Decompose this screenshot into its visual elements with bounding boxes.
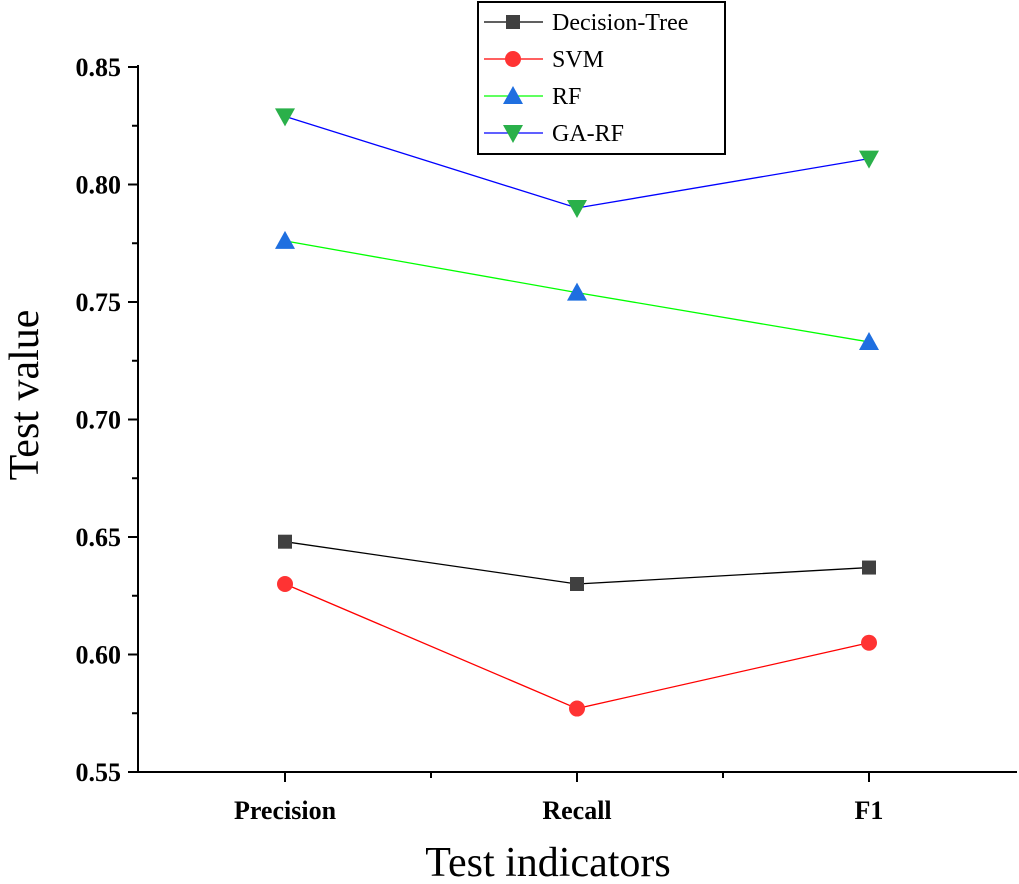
legend-label-decision-tree: Decision-Tree	[552, 10, 688, 36]
legend-marker-decision-tree	[506, 15, 520, 29]
data-point-decision-tree	[278, 534, 292, 549]
data-point-rf	[859, 331, 879, 350]
x-tick-label: Recall	[542, 796, 611, 825]
data-point-rf	[567, 282, 587, 301]
legend-label-ga-rf: GA-RF	[552, 121, 624, 147]
legend-label-rf: RF	[552, 84, 581, 110]
legend-marker-rf	[503, 86, 523, 104]
x-axis-title: Test indicators	[425, 840, 671, 884]
y-tick-label: 0.65	[76, 523, 122, 552]
x-tick-label: Precision	[234, 796, 337, 825]
legend-label-svm: SVM	[552, 47, 604, 73]
data-point-ga-rf	[567, 200, 587, 218]
series-markers	[275, 108, 879, 717]
y-tick-label: 0.85	[76, 53, 122, 82]
y-axis-title: Test value	[2, 310, 48, 481]
data-point-decision-tree	[862, 560, 876, 575]
series-line-svm	[284, 583, 870, 710]
legend-marker-svm	[505, 51, 521, 67]
data-point-svm	[569, 700, 585, 717]
axes: 0.55 0.60 0.65 0.70 0.75 0.80 0.85 Precision Rec…	[76, 53, 1017, 825]
data-point-ga-rf	[859, 150, 879, 169]
data-point-svm	[861, 634, 877, 651]
y-tick-label: 0.80	[76, 171, 122, 200]
y-tick-label: 0.60	[76, 641, 122, 670]
data-point-decision-tree	[570, 577, 584, 591]
y-tick-label: 0.55	[76, 758, 122, 787]
data-point-ga-rf	[275, 108, 295, 127]
data-point-rf	[275, 230, 295, 249]
y-tick-label: 0.75	[76, 288, 122, 317]
legend: Decision-Tree SVM RF GA-RF	[477, 1, 726, 155]
x-tick-label: F1	[855, 796, 884, 825]
legend-marker-ga-rf	[503, 125, 523, 143]
y-tick-label: 0.70	[76, 406, 122, 435]
data-point-svm	[277, 576, 293, 592]
